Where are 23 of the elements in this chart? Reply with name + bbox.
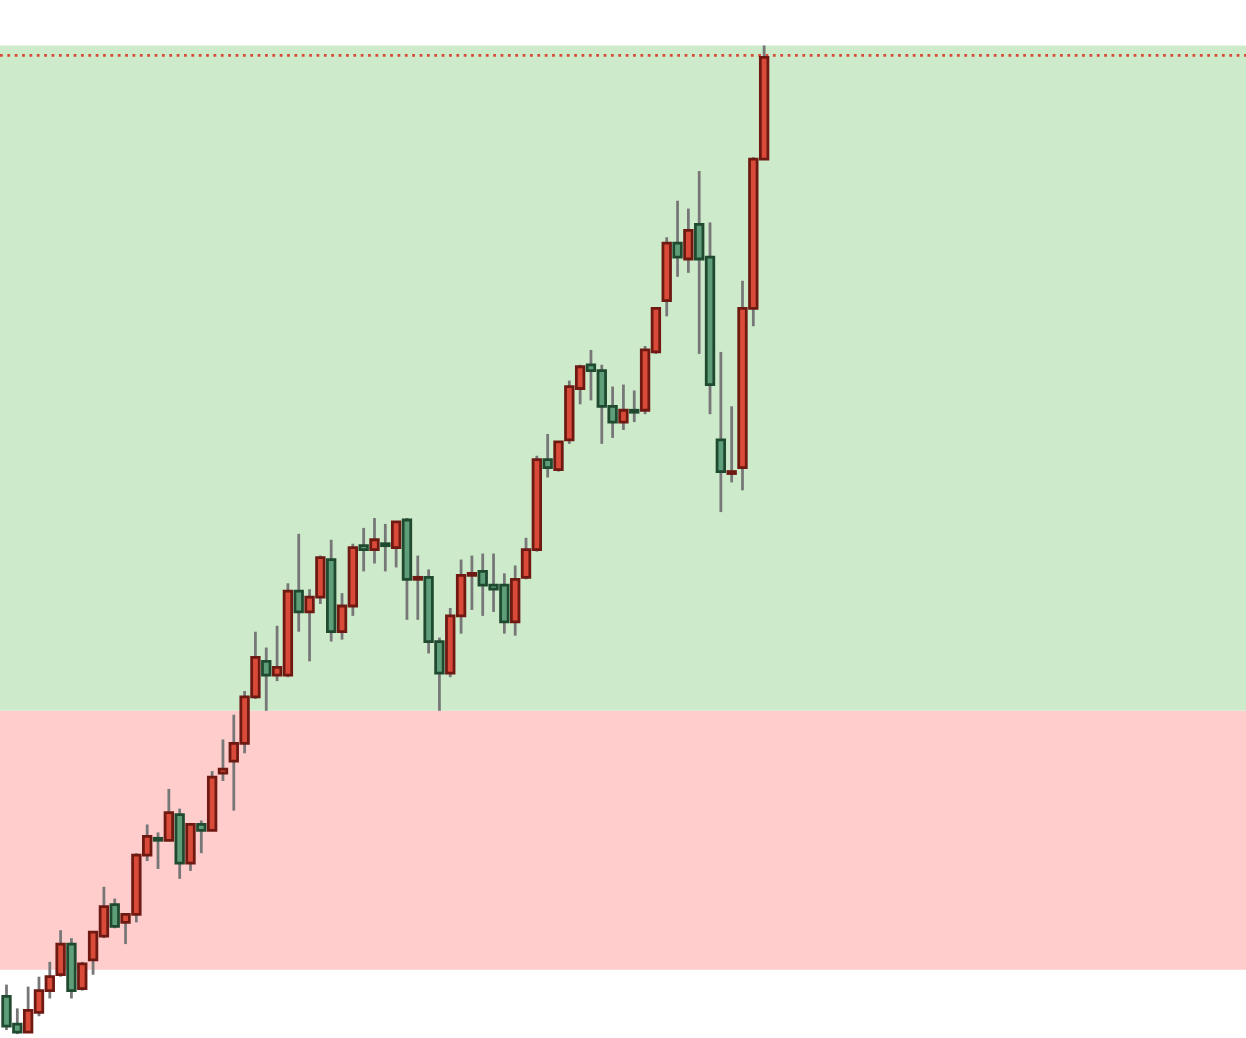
candlestick (293, 532, 304, 634)
candlestick (542, 432, 553, 479)
candlestick (66, 936, 77, 1000)
candlestick (217, 738, 229, 783)
candlestick (715, 350, 727, 514)
candlestick (412, 554, 423, 622)
candlestick (672, 199, 683, 279)
candlestick (629, 389, 640, 424)
candlestick (369, 516, 380, 565)
candlestick (380, 522, 391, 573)
candlestick (726, 404, 737, 484)
candlestick (77, 960, 88, 992)
candlestick (358, 526, 369, 573)
candlestick (683, 207, 694, 275)
candlestick (196, 819, 207, 855)
candlestick (163, 787, 175, 842)
candlestick (261, 646, 272, 713)
candlestick (152, 830, 164, 871)
candlestick (618, 383, 629, 432)
candlestick (185, 823, 196, 873)
candlestick (553, 440, 564, 473)
candlestick (109, 897, 120, 930)
candlestick (390, 520, 402, 569)
